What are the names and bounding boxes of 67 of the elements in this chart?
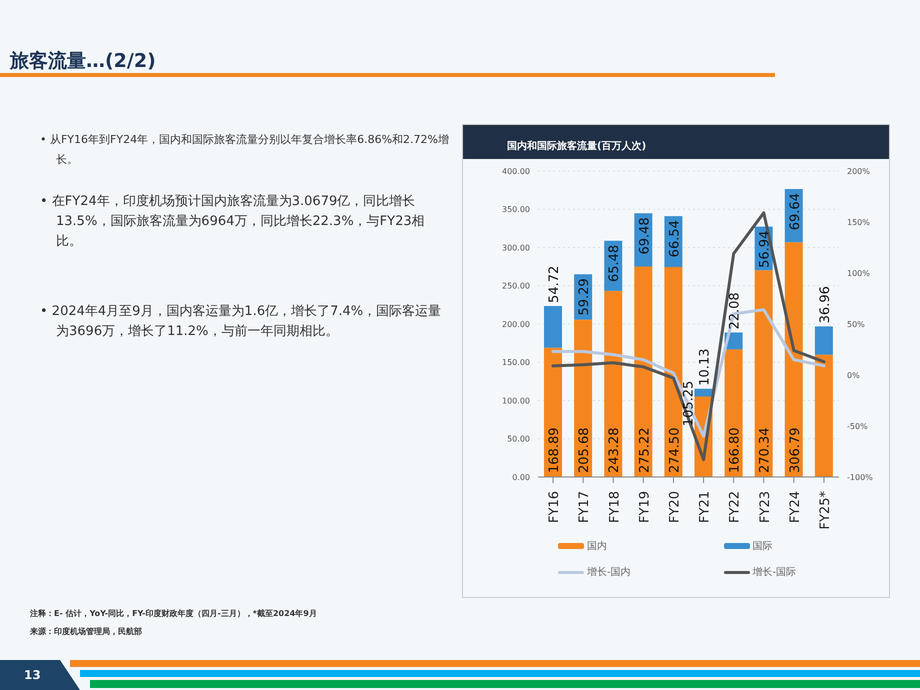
x-tick-label: FY22 (728, 491, 743, 523)
source-note: 来源：印度机场管理局，民航部 (30, 626, 142, 637)
bar (784, 242, 803, 477)
data-label: 270.34 (758, 428, 773, 473)
data-label: 275.22 (637, 428, 652, 473)
x-tick-label: FY16 (547, 491, 562, 523)
bar (604, 290, 622, 477)
x-tick-label: FY20 (667, 491, 682, 523)
legend-label: 增长-国内 (587, 566, 631, 579)
text: 注释：E- 估计，YoY-同比，FY-印度财政年度（四月-三月），*截至2024年9月 (30, 608, 317, 619)
data-label: 166.80 (728, 428, 743, 473)
x-tick-label: FY25* (818, 490, 833, 530)
y-tick-label: 100.00 (502, 396, 530, 406)
bar (814, 354, 833, 477)
y-tick-label: 350.00 (502, 205, 530, 214)
y2-tick-label: -100% (847, 472, 874, 482)
bar (664, 267, 682, 477)
data-label: 306.79 (788, 428, 803, 473)
bar (724, 349, 743, 477)
data-label: 36.96 (818, 286, 833, 324)
data-label: 274.50 (667, 428, 682, 473)
data-label: 59.29 (577, 278, 592, 316)
data-label: 10.13 (698, 348, 712, 386)
chart-title: 国内和国际旅客流量(百万人次) (463, 125, 889, 159)
bar (754, 270, 773, 477)
text: 13 (24, 668, 41, 682)
data-label: 54.72 (547, 266, 562, 303)
data-label: 168.89 (547, 428, 562, 473)
y2-tick-label: -50% (847, 422, 868, 431)
y2-tick-label: 100% (847, 268, 870, 278)
y-tick-label: 0.00 (512, 472, 530, 482)
y-tick-label: 250.00 (502, 282, 530, 291)
x-tick-label: FY18 (607, 491, 622, 523)
data-label: 22.08 (728, 292, 743, 330)
x-tick-label: FY17 (577, 491, 592, 523)
legend-label: 国际 (752, 540, 772, 553)
data-label: 243.28 (607, 428, 622, 473)
data-label: 65.48 (607, 244, 622, 282)
text: • 2024年4月至9月，国内客运量为1.6亿，增长了7.4%，国际客运量为3696万，增长了11.2%，与前一年同期相比。 (40, 303, 442, 341)
text: • 从FY16年到FY24年，国内和国际旅客流量分别以年复合增长率6.86%和2.72%增长。 (40, 132, 450, 168)
y2-tick-label: 0% (847, 370, 860, 380)
bar (814, 326, 833, 355)
data-label: 56.94 (758, 230, 773, 268)
y-tick-label: 300.00 (502, 243, 530, 252)
data-label: 66.54 (667, 220, 682, 258)
y2-tick-label: 200% (847, 166, 870, 176)
x-tick-label: FY21 (698, 491, 713, 523)
y-tick-label: 400.00 (502, 166, 530, 176)
y2-tick-label: 150% (847, 218, 870, 227)
legend-label: 国内 (587, 540, 607, 553)
x-tick-label: FY23 (758, 491, 773, 523)
y2-tick-label: 50% (847, 320, 866, 329)
text: • 在FY24年，印度机场预计国内旅客流量为3.0679亿，同比增长13.5%，国际旅客流量为6964万，同比增长22.3%，与FY23相比。 (40, 193, 426, 251)
data-label: 105.25 (682, 380, 696, 426)
y-tick-label: 150.00 (502, 358, 530, 368)
bar (634, 266, 652, 477)
bar (694, 388, 712, 396)
data-label: 205.68 (577, 428, 592, 473)
x-tick-label: FY19 (637, 491, 652, 523)
y-tick-label: 50.00 (507, 434, 530, 444)
y-tick-label: 200.00 (502, 320, 530, 329)
data-label: 69.64 (788, 193, 803, 230)
data-label: 69.48 (637, 217, 652, 255)
bar (544, 306, 562, 348)
text: 旅客流量…(2/2) (10, 49, 156, 74)
legend-label: 增长-国际 (752, 566, 796, 579)
x-tick-label: FY24 (788, 491, 803, 523)
